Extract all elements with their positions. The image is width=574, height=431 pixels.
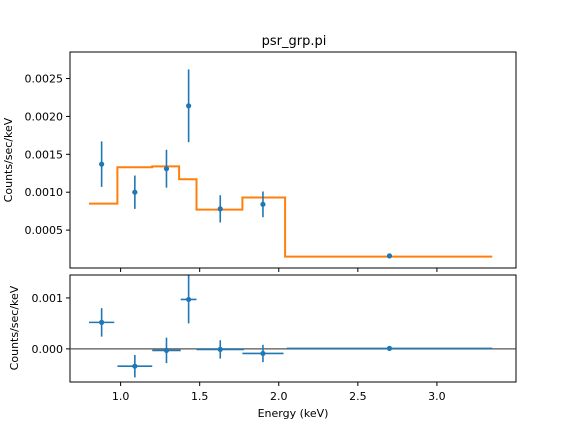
data-point [386,253,393,259]
x-tick-label: 2.5 [349,390,367,403]
model-step-path [89,165,493,258]
x-tick-label: 1.0 [112,390,130,403]
chart-title: psr_grp.pi [262,34,327,49]
x-axis-label: Energy (keV) [258,407,329,420]
data-point [99,161,105,167]
y-tick-label: 0.0015 [25,148,64,161]
data-point [132,189,138,195]
y-axis-ticks: 0.0005 0.0010 0.0015 0.0020 0.0025 [25,73,70,237]
data-point [260,201,266,207]
x-tick-label: 3.0 [428,390,446,403]
model-step-line [89,165,493,258]
y-axis-label: Counts/sec/keV [8,285,21,370]
y-tick-label: 0.001 [32,292,64,305]
x-axis-ticks: 1.0 1.5 2.0 2.5 3.0 [112,382,446,403]
y-tick-label: 0.0010 [25,186,64,199]
data-series [99,69,393,259]
residuals-axes-frame [69,274,517,383]
data-point [186,103,192,109]
data-point [163,347,170,354]
data-point [99,319,105,325]
y-tick-label: 0.0005 [25,224,64,237]
data-point [132,363,138,369]
data-point [217,346,223,352]
data-point [163,166,170,172]
spectrum-panel: 0.0005 0.0010 0.0015 0.0020 0.0025 Counts/se… [2,51,517,272]
y-axis-label: Counts/sec/keV [2,117,15,202]
data-point [217,206,223,212]
y-tick-label: 0.0025 [25,73,64,86]
spectrum-axes-frame [69,51,517,269]
y-tick-label: 0.000 [32,343,64,356]
data-point [260,350,266,357]
x-tick-label: 1.5 [191,390,209,403]
y-tick-label: 0.0020 [25,110,64,123]
y-axis-ticks: 0.000 0.001 [32,292,70,356]
x-tick-label: 2.0 [270,390,288,403]
data-point [186,296,192,303]
x-axis-ticks [120,268,438,272]
residuals-panel: 0.000 0.001 1.0 1.5 2.0 2.5 3.0 Counts/sec/ke… [8,274,517,420]
residual-series [88,275,493,378]
data-point [386,345,393,351]
